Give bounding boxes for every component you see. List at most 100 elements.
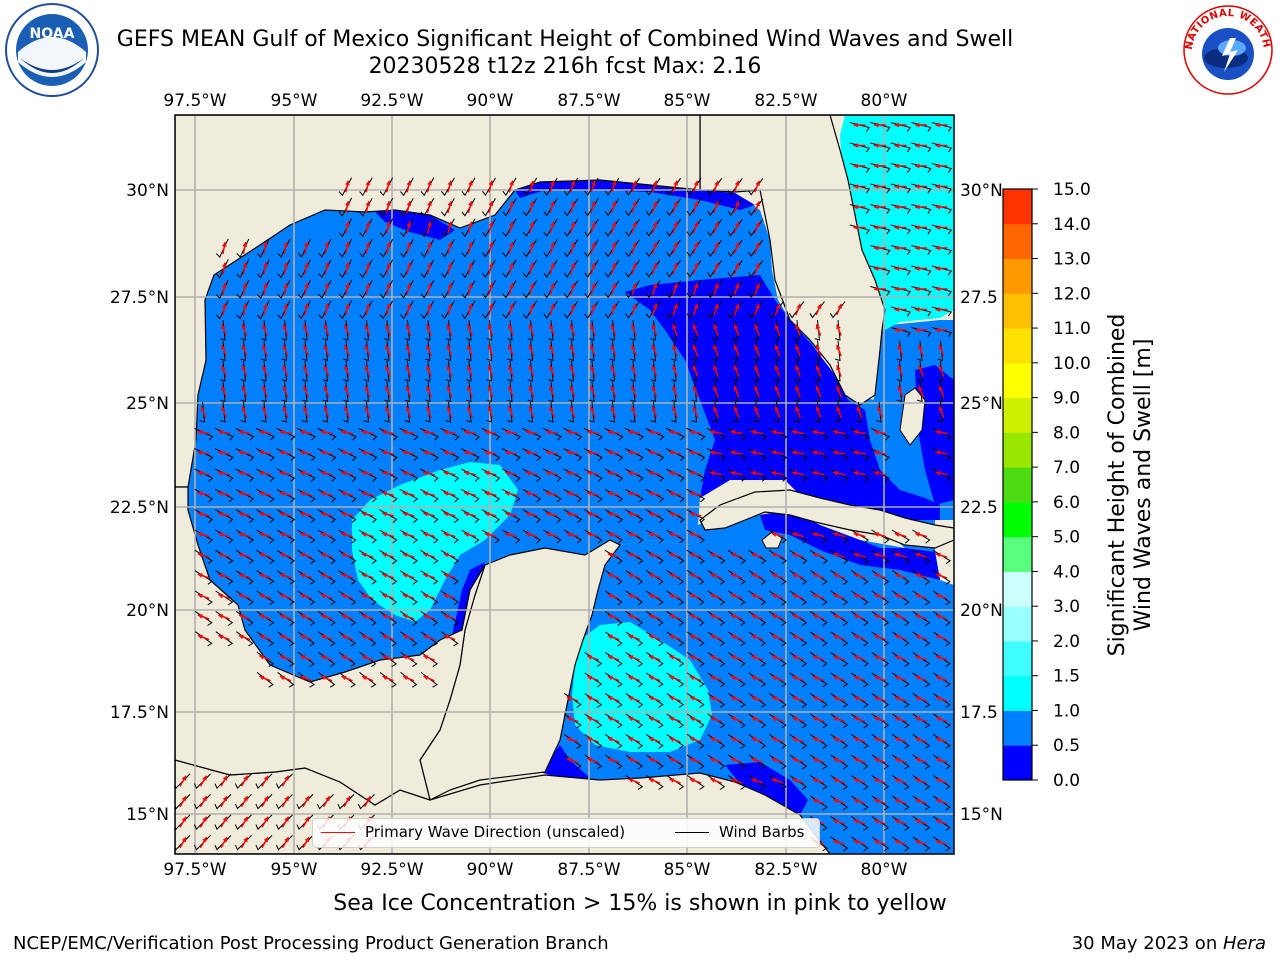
wave-arrow-head (488, 201, 494, 207)
wave-arrow-head (385, 344, 390, 350)
wave-arrow-head (918, 385, 923, 391)
wave-arrow-head (304, 262, 309, 268)
wave-arrow-head (710, 696, 716, 701)
wave-arrow-head (509, 283, 514, 289)
wave-arrow-head (529, 201, 535, 207)
wave-arrow-head (263, 283, 268, 288)
wave-arrow-head (771, 696, 777, 701)
wave-arrow-head (648, 491, 654, 496)
colorbar-segment (1003, 328, 1032, 364)
wave-arrow-head (505, 532, 511, 537)
wave-arrow-head (935, 614, 941, 619)
wave-arrow-head (754, 324, 759, 330)
wave-arrow-head (874, 143, 879, 148)
wave-arrow-head (587, 737, 593, 742)
wave-arrow-head (242, 262, 248, 268)
wave-arrow-head (689, 429, 695, 435)
wave-arrow-head (242, 242, 248, 247)
wave-arrow-head (607, 450, 613, 455)
wave-arrow-head (423, 552, 429, 558)
wave-arrow-head (525, 532, 531, 537)
wave-arrow-head (915, 819, 921, 824)
wave-arrow-head (935, 429, 941, 435)
wave-arrow-head (651, 344, 657, 350)
wave-arrow-head (550, 242, 555, 248)
wave-arrow-head (569, 365, 575, 371)
wave-arrow-head (263, 837, 268, 843)
wave-arrow-head (833, 798, 839, 804)
wave-arrow-head (569, 385, 575, 391)
wave-arrow-head (755, 303, 760, 309)
colorbar: 0.0 0.5 1.0 1.5 2.0 3.0 4.0 5.0 6.0 7.0 8.0 9.0 10.0… (1002, 180, 1091, 791)
wave-arrow-head (853, 614, 859, 619)
lon-tick-top: 97.5°W (163, 91, 226, 111)
wave-arrow-head (632, 180, 637, 186)
wave-arrow-head (631, 385, 636, 391)
colorbar-segment (1003, 397, 1032, 433)
wave-arrow-head (525, 470, 531, 476)
wave-arrow-head (897, 385, 903, 391)
wave-arrow-head (792, 737, 798, 742)
wave-arrow-head (812, 675, 818, 681)
cuba (699, 489, 954, 549)
wave-arrow-head (282, 385, 288, 391)
wave-arrow-head (734, 180, 740, 186)
wave-arrow-head (509, 262, 514, 268)
wave-arrow-head (282, 324, 288, 330)
wave-arrow-head (282, 344, 288, 350)
wave-arrow-head (853, 225, 858, 230)
wave-arrow-head (915, 839, 921, 845)
wave-arrow-head (938, 365, 944, 371)
wave-arrow-head (935, 122, 940, 128)
wave-arrow-head (935, 307, 940, 312)
wave-arrow-head (853, 655, 859, 660)
colorbar-segment (1003, 710, 1032, 746)
wave-arrow-head (771, 716, 777, 722)
wave-arrow-head (874, 573, 880, 578)
wave-arrow-head (259, 593, 265, 599)
wave-arrow-head (447, 201, 453, 207)
wave-arrow-head (221, 344, 226, 350)
colorbar-tick-label: 2.0 (1053, 632, 1080, 652)
wave-arrow-head (222, 837, 227, 843)
wave-arrow-head (874, 245, 879, 251)
wave-arrow-head (730, 552, 736, 558)
wave-arrow-head (833, 778, 839, 783)
wave-arrow-head (755, 283, 760, 289)
wave-arrow-head (792, 429, 797, 435)
wave-arrow-head (446, 406, 452, 412)
wave-arrow-head (669, 552, 675, 558)
wave-arrow-head (689, 737, 695, 742)
wave-arrow-head (284, 796, 289, 802)
wave-arrow-head (197, 552, 203, 558)
wave-arrow-head (692, 324, 698, 330)
wave-arrow-head (443, 511, 449, 517)
wave-arrow-head (792, 757, 798, 763)
wave-arrow-head (796, 303, 801, 309)
wave-arrow-head (386, 221, 391, 227)
wave-arrow-head (382, 655, 388, 660)
wave-arrow-head (812, 716, 818, 722)
wave-arrow-head (751, 778, 757, 783)
wave-arrow-head (812, 737, 818, 742)
wave-arrow-head (487, 324, 493, 330)
wave-arrow-head (386, 303, 391, 309)
wave-arrow-head (525, 429, 531, 435)
wave-arrow-head (509, 221, 514, 227)
wave-arrow-head (423, 675, 429, 681)
wave-arrow-head (366, 796, 371, 802)
wave-arrow-head (751, 450, 756, 455)
wave-arrow-head (672, 406, 677, 412)
wave-arrow-head (935, 552, 941, 558)
wave-arrow-head (181, 837, 186, 843)
wave-arrow-head (242, 303, 248, 309)
wave-arrow-head (262, 324, 267, 330)
colorbar-tick-label: 0.5 (1053, 736, 1080, 756)
colorbar-tick-label: 1.5 (1053, 667, 1080, 687)
wave-arrow-head (915, 143, 920, 148)
wave-arrow-head (587, 470, 592, 476)
wave-arrow-head (730, 696, 736, 701)
wave-arrow-head (426, 344, 431, 350)
wave-arrow-head (853, 532, 859, 537)
wave-arrow-head (487, 406, 493, 412)
